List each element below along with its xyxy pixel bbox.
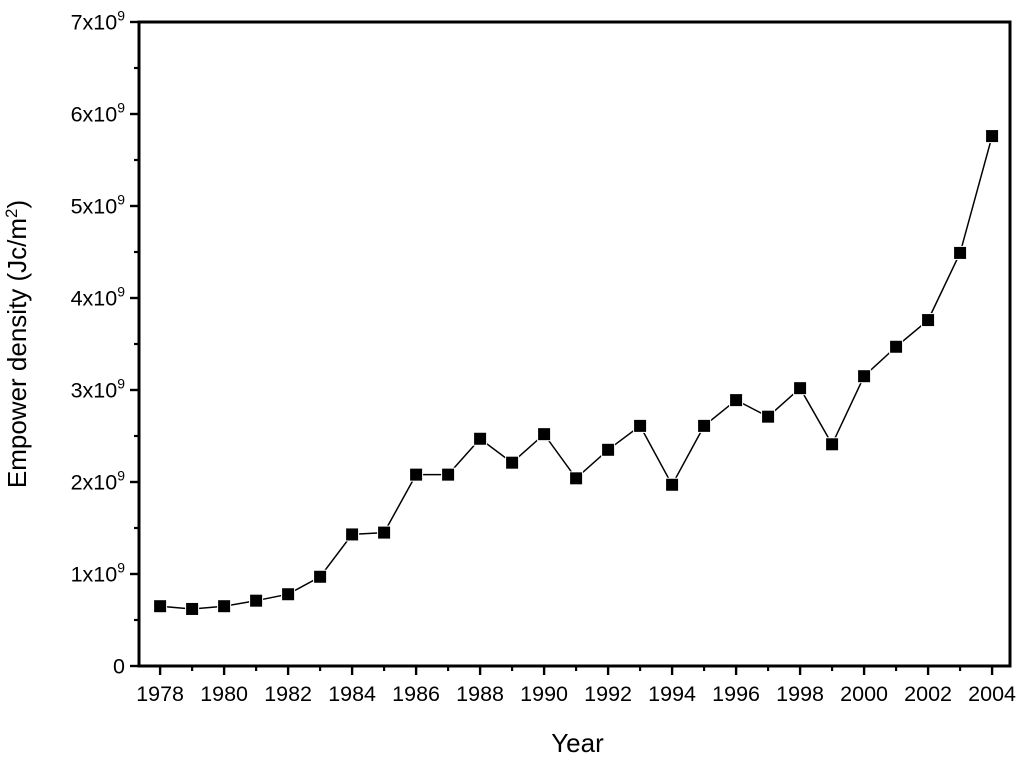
y-tick-label: 1x109 <box>71 560 126 587</box>
data-point-marker <box>345 527 360 542</box>
y-tick-label: 3x109 <box>71 376 126 403</box>
x-tick-label: 1996 <box>712 682 760 706</box>
x-tick-label: 1984 <box>328 682 376 706</box>
data-point-marker <box>921 313 936 328</box>
x-tick-label: 2002 <box>904 682 952 706</box>
data-point-marker <box>185 601 200 616</box>
data-point-marker <box>857 369 872 384</box>
x-tick-label: 2000 <box>840 682 888 706</box>
data-point-marker <box>761 409 776 424</box>
data-point-marker <box>313 569 328 584</box>
data-point-marker <box>281 587 296 602</box>
x-tick-label: 1986 <box>392 682 440 706</box>
data-point-marker <box>633 418 648 433</box>
x-tick-label: 1992 <box>584 682 632 706</box>
data-point-marker <box>249 593 264 608</box>
y-tick-label: 2x109 <box>71 468 126 495</box>
x-tick-label: 1982 <box>264 682 312 706</box>
data-point-marker <box>889 339 904 354</box>
y-axis-title: Empower density (Jc/m2) <box>2 200 32 488</box>
data-point-marker <box>697 418 712 433</box>
data-point-marker <box>825 437 840 452</box>
data-point-marker <box>537 427 552 442</box>
x-tick-label: 2004 <box>968 682 1016 706</box>
x-tick-label: 1994 <box>648 682 696 706</box>
y-tick-label: 6x109 <box>71 100 126 127</box>
x-tick-label: 1978 <box>136 682 184 706</box>
data-point-marker <box>217 599 232 614</box>
x-tick-label: 1988 <box>456 682 504 706</box>
x-tick-label: 1998 <box>776 682 824 706</box>
y-tick-label: 0 <box>113 655 125 679</box>
data-point-marker <box>153 599 168 614</box>
data-point-marker <box>377 525 392 540</box>
data-point-marker <box>665 477 680 492</box>
y-tick-label: 4x109 <box>71 284 126 311</box>
data-point-marker <box>441 467 456 482</box>
data-point-marker <box>729 393 744 408</box>
data-point-marker <box>985 129 1000 144</box>
data-point-marker <box>601 442 616 457</box>
data-point-marker <box>409 467 424 482</box>
x-tick-label: 1990 <box>520 682 568 706</box>
data-point-marker <box>953 245 968 260</box>
data-point-marker <box>793 381 808 396</box>
x-axis-title: Year <box>551 728 604 758</box>
y-tick-label: 5x109 <box>71 192 126 219</box>
data-point-marker <box>473 431 488 446</box>
data-point-marker <box>505 455 520 470</box>
y-tick-label: 7x109 <box>71 8 126 35</box>
x-tick-label: 1980 <box>200 682 248 706</box>
data-point-marker <box>569 471 584 486</box>
